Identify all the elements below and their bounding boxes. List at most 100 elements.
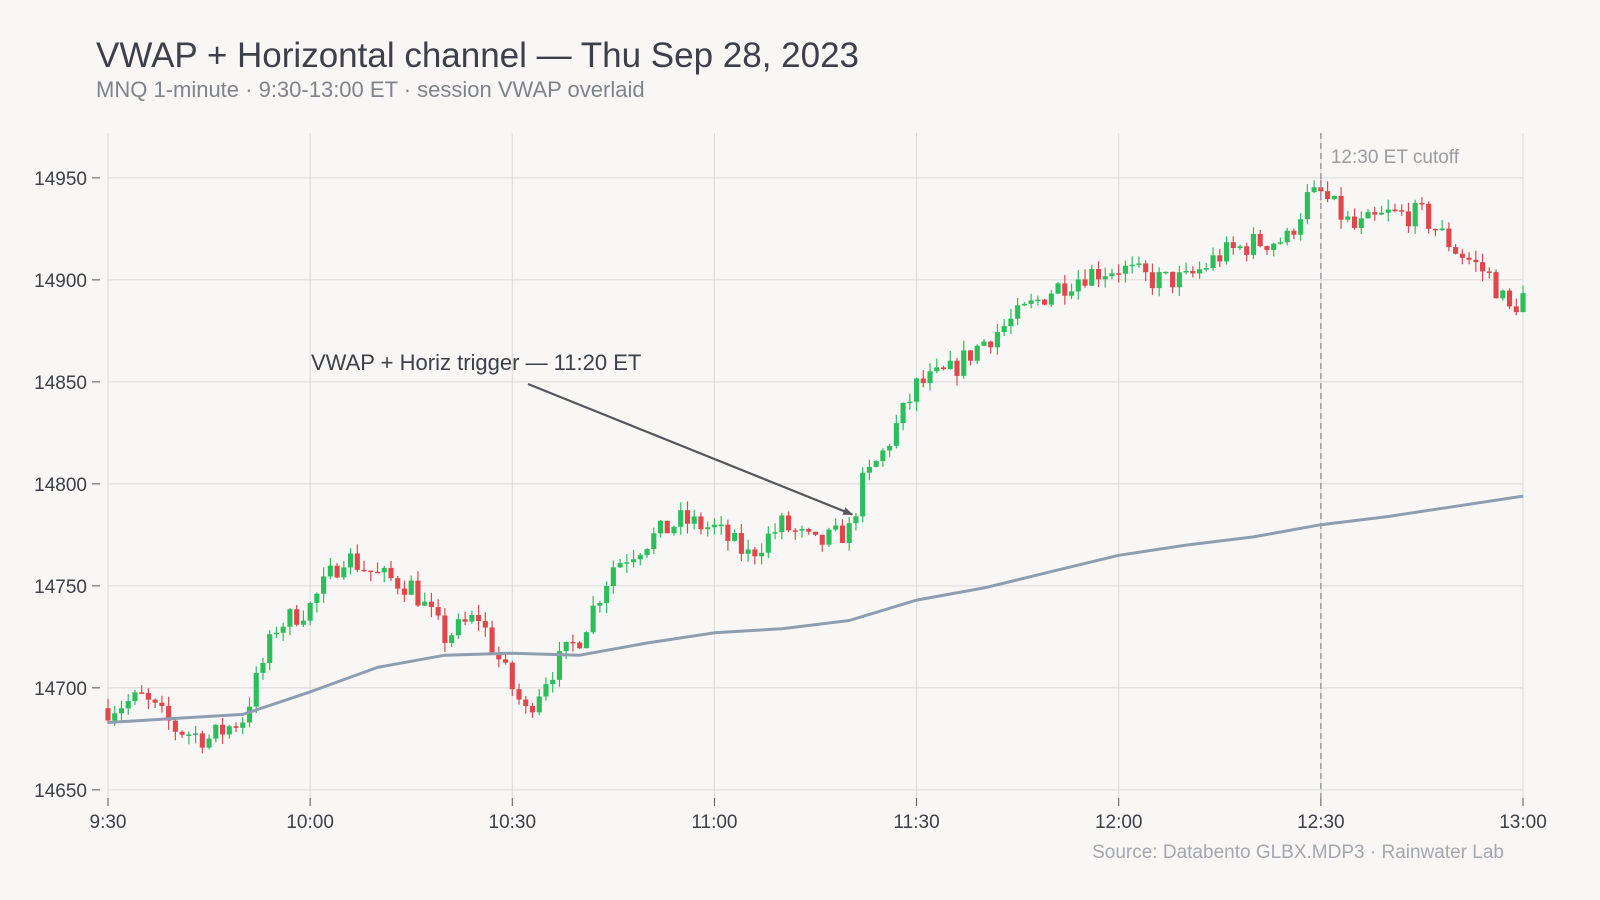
candle-body-down — [179, 731, 185, 735]
candle-body-up — [947, 360, 953, 370]
candle-body-down — [294, 609, 300, 625]
candle-body-down — [166, 706, 172, 721]
candle-body-up — [927, 371, 933, 384]
candle-body-up — [833, 525, 839, 530]
candle-body-up — [267, 634, 273, 663]
candle-body-down — [1116, 273, 1122, 275]
candle-body-up — [1122, 265, 1129, 274]
candle-body-up — [1048, 293, 1054, 305]
candle-body-up — [765, 533, 771, 553]
candle-body-up — [1210, 255, 1216, 269]
candle-body-up — [1109, 273, 1115, 277]
candle-body-up — [1250, 233, 1257, 255]
candle-body-down — [570, 641, 576, 644]
x-tick-label: 10:30 — [489, 812, 537, 833]
candle-body-down — [159, 702, 165, 707]
trigger-arrow — [527, 382, 854, 516]
candle-body-up — [974, 345, 980, 361]
candle-body-down — [684, 510, 691, 524]
candle-body-up — [759, 552, 765, 557]
candle-body-up — [125, 701, 131, 709]
candle-body-down — [1392, 209, 1398, 212]
x-tick-label: 10:00 — [286, 812, 334, 833]
candle-body-down — [1506, 290, 1513, 307]
candle-body-down — [1257, 233, 1263, 247]
candle-body-up — [866, 466, 872, 473]
candle-body-down — [725, 524, 731, 541]
x-tick-label: 12:00 — [1095, 812, 1143, 833]
candle-body-down — [988, 341, 994, 348]
candle-body-down — [1062, 283, 1068, 296]
candle-body-down — [395, 578, 401, 589]
candle-body-up — [1378, 212, 1385, 215]
candle-body-down — [1318, 187, 1324, 192]
candle-body-down — [529, 706, 536, 713]
candle-body-down — [496, 652, 502, 660]
candle-body-up — [1136, 263, 1142, 265]
candle-body-down — [482, 621, 488, 628]
candle-body-down — [1453, 247, 1459, 254]
candle-body-down — [462, 619, 468, 622]
y-tick-label: 14900 — [34, 271, 87, 292]
candle-body-up — [260, 662, 266, 673]
candle-body-up — [536, 696, 542, 713]
candle-body-down — [442, 615, 448, 644]
y-tick-label: 14650 — [34, 781, 87, 802]
candle-body-down — [1486, 271, 1492, 273]
candle-body-down — [199, 733, 205, 748]
candle-body-up — [624, 562, 630, 564]
candle-body-down — [105, 708, 111, 721]
candle-body-up — [1277, 242, 1283, 244]
candle-body-up — [1156, 272, 1162, 289]
candle-body-up — [246, 706, 253, 723]
candle-body-up — [914, 378, 920, 402]
candle-body-down — [839, 525, 846, 544]
candle-body-up — [327, 565, 333, 577]
candle-body-down — [1480, 262, 1486, 272]
candle-body-up — [1331, 195, 1337, 200]
candle-body-up — [691, 516, 697, 524]
candle-body-down — [1338, 195, 1344, 220]
candle-body-down — [752, 549, 758, 557]
y-tick-label: 14750 — [34, 577, 87, 598]
candle-body-up — [1304, 192, 1310, 220]
candle-body-up — [934, 367, 940, 372]
candle-body-up — [604, 586, 610, 603]
candle-body-up — [671, 526, 677, 534]
candle-body-up — [644, 549, 650, 556]
candle-body-up — [631, 559, 637, 563]
candle-body-down — [1432, 228, 1438, 231]
candle-body-up — [846, 523, 852, 544]
candle-body-up — [617, 563, 623, 568]
candle-body-down — [1446, 228, 1452, 248]
candle-body-up — [880, 450, 886, 462]
candle-body-up — [1008, 318, 1014, 327]
candle-body-down — [577, 642, 583, 649]
candle-body-up — [1284, 230, 1290, 243]
candle-body-down — [967, 350, 974, 361]
candle-body-down — [1466, 257, 1472, 260]
candle-body-down — [1217, 255, 1223, 262]
candle-body-up — [563, 641, 569, 652]
candle-body-down — [509, 662, 515, 690]
y-tick-label: 14700 — [34, 679, 87, 700]
candle-body-up — [873, 461, 879, 467]
candle-body-up — [240, 722, 246, 728]
x-tick-label: 9:30 — [90, 812, 127, 833]
candle-body-up — [1345, 216, 1351, 220]
candle-body-down — [1351, 216, 1358, 229]
candle-body-up — [657, 520, 664, 534]
candle-body-up — [321, 576, 327, 594]
candle-body-up — [1500, 290, 1506, 299]
chart-subtitle: MNQ 1-minute · 9:30-13:00 ET · session V… — [96, 77, 645, 102]
candle-body-up — [206, 738, 212, 748]
candle-body-down — [152, 699, 158, 703]
candle-body-up — [1412, 202, 1418, 227]
candle-body-up — [1183, 270, 1189, 273]
candle-body-down — [806, 529, 812, 532]
candle-body-up — [887, 445, 893, 451]
candle-body-up — [900, 402, 906, 424]
candle-body-up — [1068, 291, 1075, 296]
candle-body-down — [1244, 246, 1250, 255]
candle-body-down — [361, 569, 367, 572]
